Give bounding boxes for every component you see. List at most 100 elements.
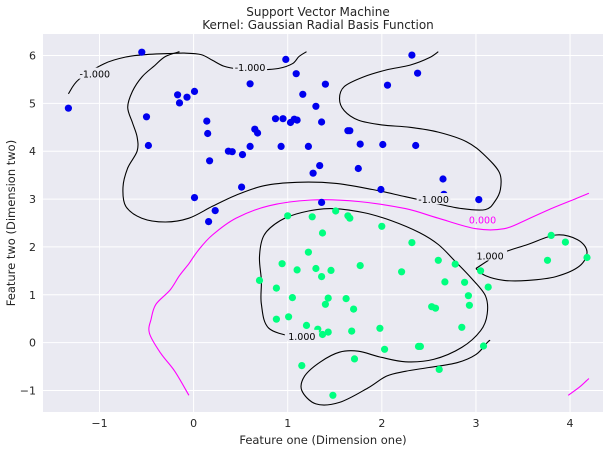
y-tick-label: −1 (20, 384, 36, 397)
class-a-point (238, 151, 247, 159)
contour-label: 0.000 (469, 216, 496, 227)
class-a-point (277, 142, 285, 150)
class-a-point (211, 207, 219, 215)
class-b-point (378, 222, 386, 230)
class-a-point (439, 175, 447, 183)
x-tick-label: 3 (472, 417, 479, 430)
class-a-point (138, 48, 146, 56)
class-a-point (238, 183, 246, 191)
class-b-point (464, 292, 472, 300)
class-a-point (254, 129, 262, 137)
class-a-point (346, 127, 354, 135)
class-b-point (327, 266, 335, 274)
class-b-point (561, 238, 570, 246)
contour-labels: 0.000 -1.000 -1.000 -1.000 1.000 1.000 (77, 60, 508, 343)
class-b-point (298, 362, 306, 370)
grid (43, 34, 603, 412)
x-tick-label: 1 (284, 417, 291, 430)
x-tick-label: 2 (378, 417, 385, 430)
class-b-point (416, 342, 424, 350)
class-b-point (293, 266, 301, 274)
class-b-point (321, 300, 329, 308)
class-b-point (434, 256, 442, 264)
class-b-point (324, 294, 332, 302)
class-b-point (312, 264, 320, 273)
class-a-point (279, 115, 287, 123)
class-a-point (175, 99, 184, 107)
y-tick-label: 0 (29, 337, 36, 350)
y-tick-label: 6 (29, 50, 36, 63)
margin-line-negative (67, 51, 307, 95)
class-a-point (354, 164, 362, 173)
class-a-point (318, 198, 326, 206)
class-b-point (547, 231, 555, 239)
class-b-point (329, 391, 337, 399)
class-b-point (461, 278, 469, 286)
class-b-point (288, 294, 296, 302)
class-a-point (203, 117, 211, 125)
contour-label: 1.000 (476, 251, 503, 262)
x-tick-label: 4 (567, 417, 574, 430)
class-b-point (324, 328, 332, 336)
x-axis-label: Feature one (Dimension one) (239, 433, 406, 447)
class-a-point (379, 140, 387, 149)
class-a-point (64, 104, 72, 112)
class-b-point (408, 239, 416, 247)
contour-label-bg (77, 67, 112, 79)
class-b-point (431, 304, 440, 312)
decision-boundary-line (567, 378, 590, 396)
class-a-point (304, 142, 312, 150)
class-a-point (321, 80, 329, 88)
tick-labels: −1 0 1 2 3 4 −1 0 1 2 3 4 5 6 (20, 50, 574, 430)
y-tick-label: 3 (29, 193, 36, 206)
chart-subtitle: Kernel: Gaussian Radial Basis Function (202, 18, 434, 32)
class-a-point (183, 93, 191, 101)
class-b-point (451, 260, 459, 268)
margin-line-positive (258, 208, 491, 406)
class-b-point (285, 313, 293, 321)
y-tick-label: 2 (29, 241, 36, 254)
class-b-point (398, 268, 406, 276)
class-b-point (348, 327, 356, 335)
class-a-point (318, 118, 326, 126)
class-b-point (350, 305, 358, 313)
class-b-point (477, 267, 485, 275)
contour-label: -1.000 (418, 195, 449, 206)
x-tick-label: 0 (190, 417, 197, 430)
class-b-point (441, 278, 449, 286)
class-a-point (246, 142, 254, 150)
chart-title: Support Vector Machine (246, 5, 390, 19)
class-a-point (282, 55, 290, 64)
class-b-point (318, 273, 326, 281)
class-a-point (271, 115, 280, 123)
class-b-point (278, 260, 286, 268)
class-b-point (255, 276, 264, 284)
plot-area (43, 34, 603, 412)
class-b-point (543, 256, 552, 264)
class-a-point (377, 185, 385, 194)
y-tick-label: 5 (29, 97, 36, 110)
class-a-point (142, 113, 151, 121)
contour-label-bg (465, 213, 500, 225)
margin-line-negative (122, 51, 502, 223)
class-b-point (302, 321, 311, 329)
class-b-point (435, 365, 443, 373)
class-a-point (190, 87, 199, 95)
class-b-point (342, 295, 350, 303)
class-a-point (408, 51, 416, 59)
y-tick-label: 1 (29, 289, 36, 302)
contour-label-bg (284, 329, 319, 341)
class-a-point (190, 194, 199, 202)
class-a-point (228, 148, 236, 156)
class-b-point (332, 207, 340, 215)
class-a-point (316, 162, 324, 170)
class-b-point (304, 248, 312, 256)
scatter-points (64, 48, 591, 399)
class-a-point (312, 102, 320, 110)
contour-label: -1.000 (79, 70, 110, 81)
class-b-point (318, 330, 327, 339)
class-a-point (174, 91, 182, 99)
class-a-point (383, 81, 392, 89)
y-tick-label: 4 (29, 145, 36, 158)
